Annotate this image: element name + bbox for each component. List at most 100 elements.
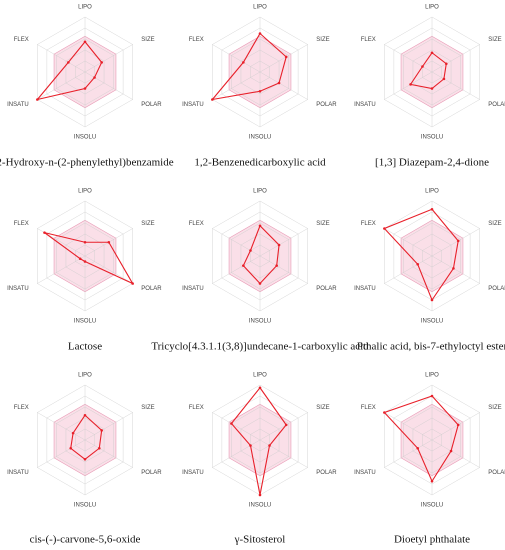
radar-point (258, 224, 262, 228)
chart-title: Pthalic acid, bis-7-ethyloctyl ester (357, 341, 505, 353)
axis-label: INSATU (7, 102, 29, 108)
radar-point (230, 422, 233, 425)
radar-point (442, 77, 446, 81)
radar-point (456, 239, 460, 243)
axis-label: FLEX (361, 405, 376, 411)
axis-label: POLAR (141, 102, 162, 108)
axis-label: SIZE (141, 405, 154, 411)
radar-point (83, 413, 87, 417)
axis-label: INSOLU (421, 135, 443, 141)
spoke (37, 71, 86, 100)
spoke (212, 412, 261, 441)
spoke (212, 439, 261, 468)
radar-point (258, 493, 262, 497)
axis-label: FLEX (361, 221, 376, 227)
spoke (37, 255, 86, 284)
radar-point (83, 87, 87, 90)
chart-title: Dioetyl phthalate (394, 534, 470, 546)
axis-label: LIPO (78, 5, 92, 11)
spoke (212, 71, 261, 100)
axis-label: FLEX (14, 37, 29, 43)
spoke (259, 44, 308, 73)
axis-label: LIPO (425, 189, 439, 195)
radar-point (131, 282, 134, 285)
radar-point (258, 282, 262, 285)
radar-point (43, 231, 46, 234)
radar-point (258, 89, 262, 93)
spoke (431, 412, 480, 441)
radar-point (449, 449, 453, 453)
chart-title: cis-(-)-carvone-5,6-oxide (30, 534, 141, 546)
spoke (84, 71, 133, 100)
spoke (84, 439, 133, 468)
radar-point (284, 55, 288, 59)
spoke (384, 71, 433, 100)
axis-label: INSATU (182, 286, 204, 292)
radar-point (275, 264, 278, 267)
spoke (84, 44, 133, 73)
axis-label: FLEX (189, 221, 204, 227)
radar-point (430, 298, 434, 302)
chart-title: γ-Sitosterol (234, 534, 286, 546)
radar-point (69, 446, 73, 450)
radar-point (83, 240, 87, 244)
axis-label: LIPO (253, 5, 267, 11)
axis-label: INSATU (354, 470, 376, 476)
radar-point (430, 207, 434, 211)
radar-point (211, 98, 214, 101)
radar-point (71, 431, 75, 435)
axis-label: INSATU (182, 470, 204, 476)
axis-label: SIZE (316, 221, 329, 227)
spoke (259, 255, 308, 284)
axis-label: INSOLU (421, 319, 443, 325)
radar-point (83, 40, 87, 44)
radar-point (430, 87, 434, 90)
axis-label: INSOLU (249, 135, 271, 141)
spoke (84, 412, 133, 441)
chart-title: Tricyclo[4.3.1.1(3,8)]undecane-1-carboxy… (151, 341, 369, 353)
axis-label: LIPO (253, 189, 267, 195)
axis-label: FLEX (189, 37, 204, 43)
axis-label: SIZE (316, 37, 329, 43)
spoke (384, 412, 433, 441)
radar-point (242, 61, 245, 64)
axis-label: INSOLU (74, 319, 96, 325)
spoke (431, 228, 480, 257)
axis-label: SIZE (488, 405, 501, 411)
radar-point (100, 61, 103, 64)
radar-point (100, 429, 103, 432)
axis-label: POLAR (141, 470, 162, 476)
radar-point (36, 98, 39, 101)
axis-label: LIPO (425, 5, 439, 11)
radar-point (83, 457, 87, 461)
radar-point (456, 423, 460, 427)
chart-title: Lactose (68, 341, 102, 353)
radar-point (93, 76, 96, 79)
spoke (384, 439, 433, 468)
radar-point (416, 262, 420, 266)
spoke (212, 255, 261, 284)
axis-label: SIZE (488, 37, 501, 43)
axis-label: POLAR (316, 286, 337, 292)
radar-point (409, 83, 412, 86)
radar-point (452, 267, 455, 270)
radar-point (258, 386, 262, 390)
spoke (431, 439, 480, 468)
radar-point (83, 260, 87, 263)
radar-point (277, 81, 281, 85)
radar-point (107, 240, 111, 244)
radar-point (268, 444, 271, 447)
radar-point (421, 65, 424, 68)
axis-label: INSOLU (421, 503, 443, 509)
axis-label: POLAR (488, 286, 505, 292)
radar-point (383, 411, 386, 414)
radar-point (242, 264, 245, 267)
spoke (37, 439, 86, 468)
axis-label: INSATU (7, 470, 29, 476)
axis-label: INSATU (182, 102, 204, 108)
chart-title: 1,2-Benzenedicarboxylic acid (194, 157, 326, 169)
radar-point (277, 243, 281, 247)
spoke (259, 228, 308, 257)
spoke (384, 228, 433, 257)
